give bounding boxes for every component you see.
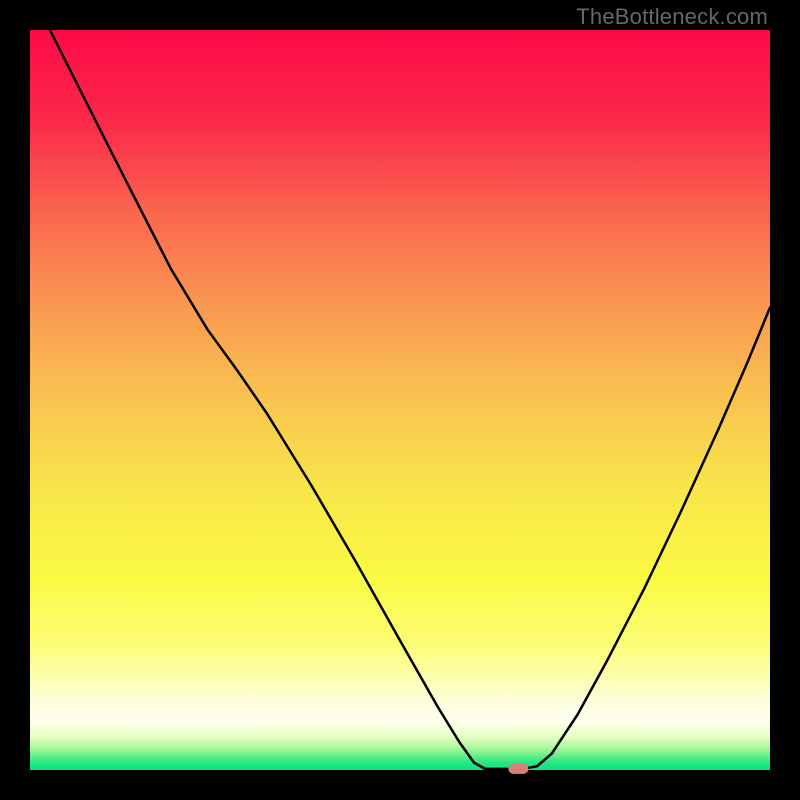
optimal-marker bbox=[509, 764, 528, 774]
chart-frame: TheBottleneck.com bbox=[0, 0, 800, 800]
curve-layer bbox=[30, 30, 770, 770]
plot-area bbox=[30, 30, 770, 770]
bottleneck-curve bbox=[50, 30, 770, 769]
watermark-text: TheBottleneck.com bbox=[576, 4, 768, 30]
